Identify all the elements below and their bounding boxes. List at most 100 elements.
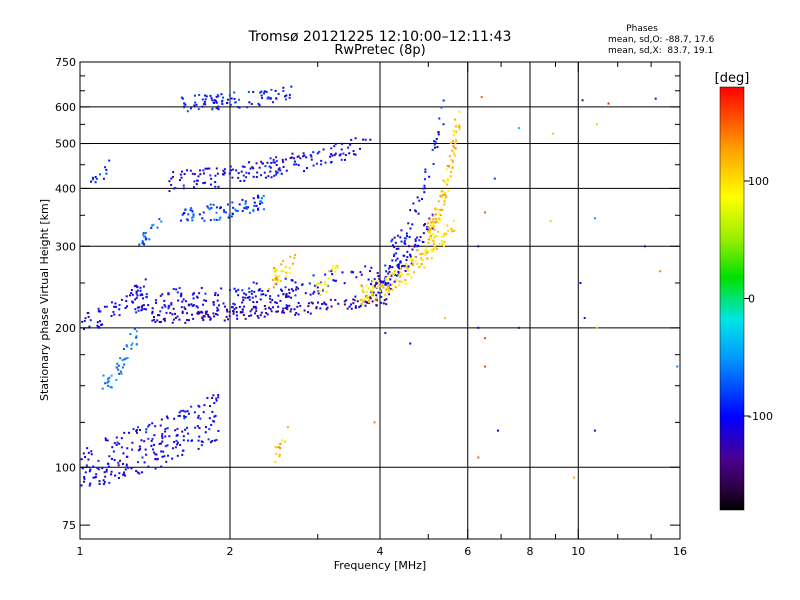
- data-point: [115, 443, 118, 446]
- data-point: [250, 102, 253, 105]
- data-point: [416, 245, 419, 248]
- data-point: [294, 313, 297, 316]
- data-point: [326, 284, 329, 287]
- data-point: [325, 303, 328, 306]
- data-point: [355, 276, 358, 279]
- data-point: [288, 304, 291, 307]
- data-point: [433, 240, 436, 243]
- data-point: [212, 394, 215, 397]
- data-point: [95, 177, 98, 180]
- data-point: [517, 127, 520, 130]
- data-point: [159, 294, 162, 297]
- data-point: [324, 161, 327, 164]
- data-point: [446, 183, 449, 186]
- x-tick-label: 16: [673, 545, 687, 558]
- data-point: [272, 101, 275, 104]
- data-point: [443, 203, 446, 206]
- data-point: [223, 209, 226, 212]
- data-point: [422, 187, 425, 190]
- data-point: [207, 313, 210, 316]
- data-point: [167, 307, 170, 310]
- data-point: [180, 294, 183, 297]
- data-point: [125, 455, 128, 458]
- data-point: [275, 156, 278, 159]
- data-point: [447, 229, 450, 232]
- data-point: [445, 168, 448, 171]
- data-point: [183, 306, 186, 309]
- data-point: [277, 310, 280, 313]
- data-point: [153, 434, 156, 437]
- data-point: [194, 101, 197, 104]
- data-point: [101, 323, 104, 326]
- data-point: [397, 263, 400, 266]
- data-point: [198, 435, 201, 438]
- data-point: [413, 271, 416, 274]
- data-point: [396, 234, 399, 237]
- data-point: [430, 248, 433, 251]
- data-point: [118, 442, 121, 445]
- data-point: [324, 283, 327, 286]
- data-point: [181, 453, 184, 456]
- data-point: [299, 157, 302, 160]
- data-point: [145, 431, 148, 434]
- data-point: [183, 102, 186, 105]
- data-point: [136, 471, 139, 474]
- data-point: [276, 171, 279, 174]
- data-point: [242, 174, 245, 177]
- data-point: [433, 244, 436, 247]
- data-point: [105, 172, 108, 175]
- data-point: [305, 156, 308, 159]
- data-point: [412, 262, 415, 265]
- data-point: [213, 101, 216, 104]
- data-point: [404, 237, 407, 240]
- data-point: [89, 482, 92, 485]
- data-point: [367, 278, 370, 281]
- data-point: [261, 289, 264, 292]
- data-point: [257, 316, 260, 319]
- data-point: [428, 229, 431, 232]
- data-point: [310, 301, 313, 304]
- data-point: [281, 158, 284, 161]
- data-point: [453, 152, 456, 155]
- data-point: [198, 427, 201, 430]
- data-point: [398, 267, 401, 270]
- data-point: [418, 266, 421, 269]
- data-point: [308, 282, 311, 285]
- data-point: [211, 108, 214, 111]
- data-point: [451, 166, 454, 169]
- data-point: [256, 300, 259, 303]
- data-point: [110, 386, 113, 389]
- data-point: [182, 212, 185, 215]
- data-point: [390, 274, 393, 277]
- data-point: [248, 172, 251, 175]
- data-point: [414, 256, 417, 259]
- data-point: [451, 229, 454, 232]
- data-point: [211, 396, 214, 399]
- data-point: [195, 183, 198, 186]
- data-point: [290, 288, 293, 291]
- data-point: [184, 300, 187, 303]
- data-point: [267, 287, 270, 290]
- data-point: [202, 182, 205, 185]
- data-point: [447, 190, 450, 193]
- data-point: [195, 103, 198, 106]
- data-point: [144, 308, 147, 311]
- data-point: [110, 374, 113, 377]
- data-point: [226, 310, 229, 313]
- data-point: [352, 298, 355, 301]
- data-point: [253, 204, 256, 207]
- data-point: [285, 169, 288, 172]
- data-point: [171, 313, 174, 316]
- data-point: [203, 181, 206, 184]
- data-point: [264, 294, 267, 297]
- data-point: [436, 235, 439, 238]
- data-point: [147, 437, 150, 440]
- data-point: [98, 480, 101, 483]
- data-point: [174, 312, 177, 315]
- data-point: [274, 270, 277, 273]
- data-point: [411, 248, 414, 251]
- data-point: [409, 255, 412, 258]
- data-point: [440, 235, 443, 238]
- data-point: [273, 276, 276, 279]
- data-point: [184, 321, 187, 324]
